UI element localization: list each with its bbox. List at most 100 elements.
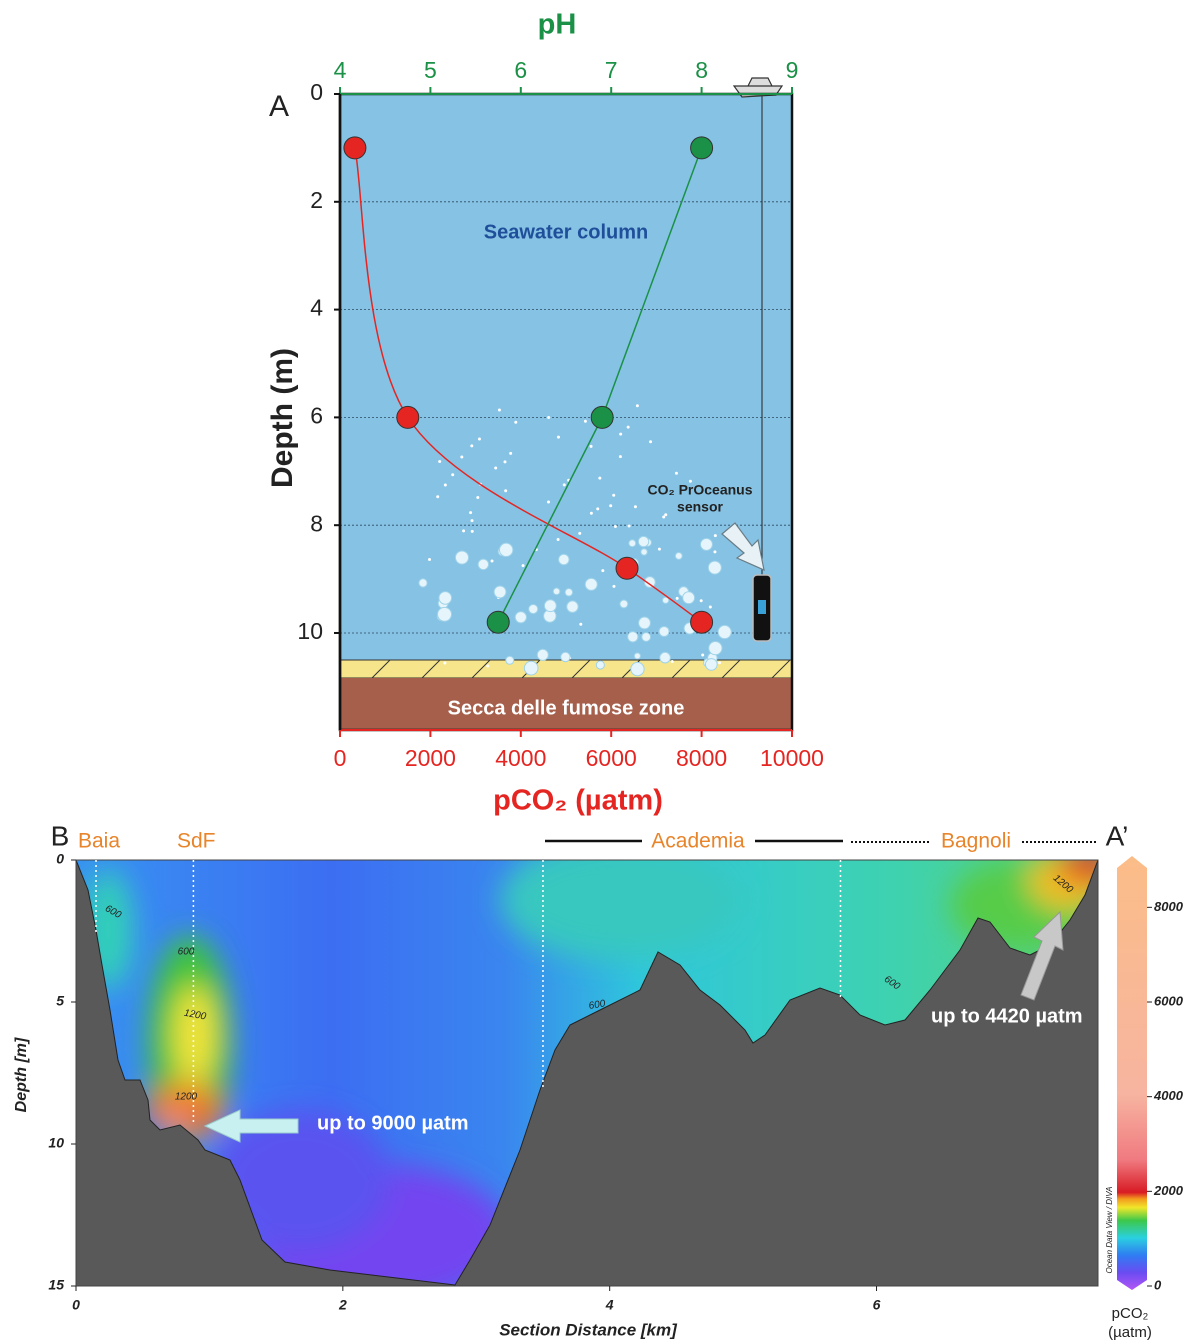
bubble [639,617,651,629]
bubble [504,460,507,463]
bubble [620,600,628,608]
site-label: SdF [177,830,216,853]
bubble [634,653,640,659]
data-point [616,557,638,579]
bubble [509,452,512,455]
y-axis-title: Depth (m) [266,348,299,488]
bubble [676,597,679,600]
bubble [638,536,648,546]
bubble [439,592,452,605]
bubble [544,600,556,612]
bubble [443,662,446,665]
bubble [642,633,651,642]
bubble [596,661,604,669]
y-tick-label: 5 [56,993,64,1009]
colorbar-tick-label: 4000 [1153,1088,1184,1103]
x-axis-title: pCO₂ (µatm) [493,785,663,817]
data-point [487,611,509,633]
bubble [563,483,566,486]
bubble [499,543,512,556]
y-tick-label: 10 [48,1135,64,1151]
bubble [436,495,439,498]
bubble [718,661,721,664]
bubble [471,530,474,533]
bubble [658,548,661,551]
bubble [498,408,501,411]
bubble [559,554,570,565]
bubble [660,652,671,663]
annotation: up to 9000 µatm [317,1112,469,1134]
y-tick-label: 10 [297,618,323,644]
x-tick-label: 8000 [676,745,727,771]
bubble [547,500,550,503]
y-tick-label: 0 [310,79,323,105]
bubble [701,654,704,657]
bubble [455,551,468,564]
y-axis-title: Depth [m] [13,1037,30,1112]
bubble [649,440,652,443]
panel-label: A’ [1106,820,1129,851]
bubble [683,592,695,604]
bubble [631,662,644,675]
bubble [478,559,488,569]
x2-tick-label: 6 [514,57,527,83]
x-tick-label: 4000 [495,745,546,771]
bubble [671,660,674,663]
colorbar [1117,856,1147,1290]
bubble [590,512,593,515]
x-axis-title: Section Distance [km] [499,1320,678,1339]
y-tick-label: 0 [56,851,64,867]
bubble [494,586,506,598]
bubble [636,404,639,407]
bubble [567,601,579,613]
x-tick-label: 2000 [405,745,456,771]
bubble [469,511,472,514]
colorbar-tick-label: 0 [1154,1277,1162,1292]
bubble [598,477,601,480]
bubble [460,456,463,459]
bubble [486,665,489,668]
bubble [659,626,669,636]
bubble [428,558,431,561]
bubble [700,599,703,602]
panel-label: A [269,90,289,123]
sensor-screen [758,600,766,614]
bubble [584,420,587,423]
bubble [709,642,722,655]
data-point [344,137,366,159]
bubble [601,569,604,572]
bubble [619,455,622,458]
y-tick-label: 15 [48,1277,64,1293]
bubble [709,605,712,608]
y-tick-label: 2 [310,187,323,213]
x2-axis-title: pH [538,9,577,41]
bubble [476,496,479,499]
bubble [491,559,494,562]
bubble [675,472,678,475]
y-tick-label: 4 [310,295,323,321]
data-point [591,406,613,428]
bubble [628,632,638,642]
credit: Ocean Data View / DIVA [1105,1186,1114,1273]
bubble [662,516,665,519]
bubble [557,436,560,439]
bubble [537,649,548,660]
contour-label: 1200 [175,1092,198,1103]
x-tick-label: 6000 [586,745,637,771]
bubble [612,494,615,497]
bubble [504,489,507,492]
annotation: Secca delle fumose zone [448,697,685,719]
figure: 45678902000400060008000100000246810pHpCO… [0,0,1195,1342]
bubble [462,529,465,532]
bubble [506,656,514,664]
page: {"chart_data": [ {"type": "line", "panel… [0,0,1195,1342]
bubble [664,513,667,516]
field-blob [173,985,217,1085]
y-tick-label: 8 [310,510,323,536]
data-point [691,137,713,159]
x2-tick-label: 5 [424,57,437,83]
bubble [438,460,441,463]
x-tick-label: 2 [338,1297,347,1313]
site-label: Academia [651,830,745,853]
site-label: Baia [78,830,120,853]
